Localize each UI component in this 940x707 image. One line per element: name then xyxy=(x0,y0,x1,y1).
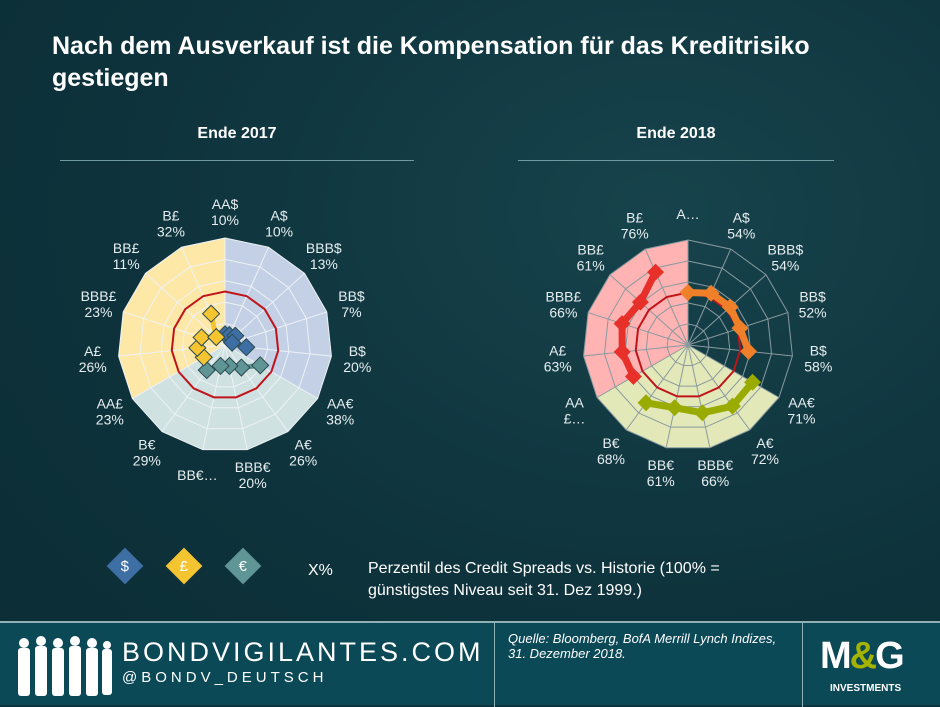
grid-ring xyxy=(645,302,731,387)
chart-title-2018: Ende 2018 xyxy=(636,125,716,142)
axis-label: BBB$ 13% xyxy=(306,240,342,272)
eur-data-point xyxy=(211,356,230,376)
legend-eur-icon: € xyxy=(224,547,262,585)
reference-ring-50 xyxy=(170,290,280,399)
gbp-data-point xyxy=(631,293,649,311)
legend-x-percent: X% xyxy=(308,562,333,579)
axis-label: B€ 29% xyxy=(133,437,161,469)
mg-logo: M&G xyxy=(820,635,905,677)
axis-label: BBB€ 66% xyxy=(697,457,733,489)
eur-data-point xyxy=(197,360,216,380)
legend-gbp-icon: £ xyxy=(165,547,203,585)
axis-label: A£ 26% xyxy=(79,343,107,375)
gbp-data-point xyxy=(624,368,642,385)
radar-charts: AA$ 10% A$ 10% BBB$ 13% BB$ 7% B$ 20% AA€ 38% A€ 26% B… xyxy=(79,196,833,491)
eur-data-point xyxy=(637,394,655,412)
usd-sector-area xyxy=(225,238,332,399)
eur-data-point xyxy=(666,399,684,417)
gbp-sector-area xyxy=(583,240,688,398)
axis-label: B$ 20% xyxy=(343,343,371,375)
axis-label: B€ 68% xyxy=(597,435,625,467)
gbp-data-point xyxy=(613,315,631,333)
eur-data-point xyxy=(251,356,270,375)
axis-label: AA$ 10% xyxy=(211,196,239,228)
axis-label: BB£ 61% xyxy=(577,241,605,273)
axis-label: B£ 32% xyxy=(157,207,185,239)
axis-label: A£ 63% xyxy=(544,343,572,375)
axis-label: A… xyxy=(676,206,699,222)
eur-data-point xyxy=(723,397,741,415)
axis-label: B$ 58% xyxy=(804,343,832,375)
axis-label: AA€ 71% xyxy=(787,395,815,427)
divider xyxy=(494,623,495,707)
divider xyxy=(518,160,834,161)
usd-data-point xyxy=(702,284,720,302)
people-silhouette-icon xyxy=(18,636,112,696)
logo-subtitle: INVESTMENTS xyxy=(830,683,902,694)
site-link[interactable]: BONDVIGILANTES.COM xyxy=(122,637,484,667)
axis-label: BB$ 52% xyxy=(799,289,827,321)
legend-usd-icon: $ xyxy=(106,547,144,585)
eur-data-point xyxy=(693,404,711,422)
axis-label: AA€ 38% xyxy=(326,396,354,428)
footer: BONDVIGILANTES.COM @BONDV_DEUTSCH Quelle… xyxy=(0,621,940,707)
axis-label: BBB$ 54% xyxy=(767,241,803,273)
axis-label: AA £… xyxy=(564,395,586,427)
usd-data-point xyxy=(679,284,697,301)
source-note: Quelle: Bloomberg, BofA Merrill Lynch In… xyxy=(508,631,777,661)
axis-label: A€ 26% xyxy=(289,437,317,469)
eur-data-point xyxy=(744,373,762,391)
page-title: Nach dem Ausverkauf ist die Kompensation… xyxy=(52,32,810,92)
legend-text: Perzentil des Credit Spreads vs. Histori… xyxy=(368,560,720,599)
grid-ring xyxy=(666,323,710,367)
twitter-handle[interactable]: @BONDV_DEUTSCH xyxy=(122,669,328,686)
divider xyxy=(802,623,803,707)
axis-label: B£ 76% xyxy=(621,209,649,241)
grid-ring xyxy=(603,260,773,428)
gbp-data-point xyxy=(207,327,226,347)
grid-ring xyxy=(583,239,793,449)
axis-label: A$ 54% xyxy=(727,209,755,241)
gbp-data-point xyxy=(192,328,211,347)
grid-ring xyxy=(139,258,311,430)
usd-data-point xyxy=(731,319,749,337)
axis-label: BBB£ 66% xyxy=(546,289,582,321)
grid-ring xyxy=(181,301,269,388)
legend: $ £ € xyxy=(106,547,289,585)
axis-label: A€ 72% xyxy=(751,435,779,467)
axis-label: BB£ 11% xyxy=(113,240,140,272)
chart-title-2017: Ende 2017 xyxy=(197,125,277,142)
gbp-data-point xyxy=(201,304,221,323)
usd-data-point xyxy=(740,342,758,360)
axis-label: AA£ 23% xyxy=(96,396,124,428)
eur-data-point xyxy=(232,358,251,377)
axis-label: BBB€ 20% xyxy=(235,459,271,491)
axis-label: BB€ 61% xyxy=(647,457,675,489)
usd-data-point xyxy=(237,338,256,357)
grid-ring xyxy=(160,280,290,409)
gbp-data-point xyxy=(647,263,665,281)
axis-label: BB€… xyxy=(177,467,217,483)
divider xyxy=(60,160,414,161)
axis-label: A$ 10% xyxy=(265,207,293,239)
gbp-data-point xyxy=(613,343,631,361)
usd-data-point xyxy=(222,333,242,352)
axis-label: BB$ 7% xyxy=(338,288,365,320)
usd-data-point xyxy=(721,298,739,316)
axis-label: BBB£ 23% xyxy=(81,288,117,320)
grid-ring xyxy=(118,237,332,451)
